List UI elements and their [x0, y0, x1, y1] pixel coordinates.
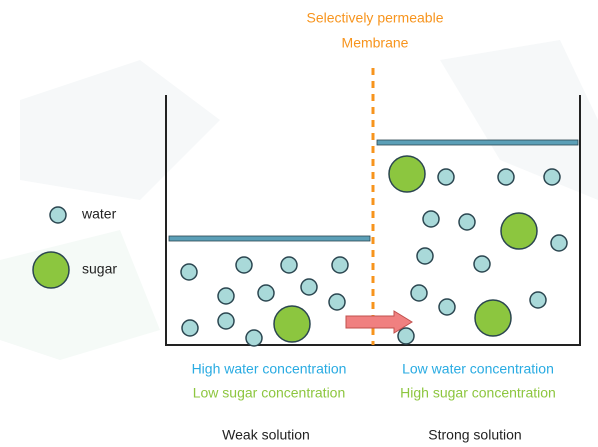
legend-label: sugar — [82, 261, 117, 277]
legend-water-icon — [50, 207, 66, 223]
diagram: Selectively permeable Membrane water sug… — [0, 0, 598, 447]
water-level — [169, 236, 370, 241]
right-water-label: Low water concentration — [402, 361, 554, 377]
membrane-label: Selectively permeable — [307, 10, 444, 26]
left-sugar-label: Low sugar concentration — [193, 385, 346, 401]
background-shape — [440, 40, 598, 200]
right-caption: Strong solution — [428, 427, 521, 443]
right-sugar-label: High sugar concentration — [400, 385, 556, 401]
background-shape — [20, 60, 220, 200]
membrane-label: Membrane — [342, 35, 409, 51]
legend-label: water — [81, 206, 117, 222]
left-caption: Weak solution — [222, 427, 310, 443]
water-level — [377, 140, 578, 145]
legend-sugar-icon — [33, 252, 69, 288]
background-shape — [0, 230, 160, 360]
left-water-label: High water concentration — [192, 361, 347, 377]
